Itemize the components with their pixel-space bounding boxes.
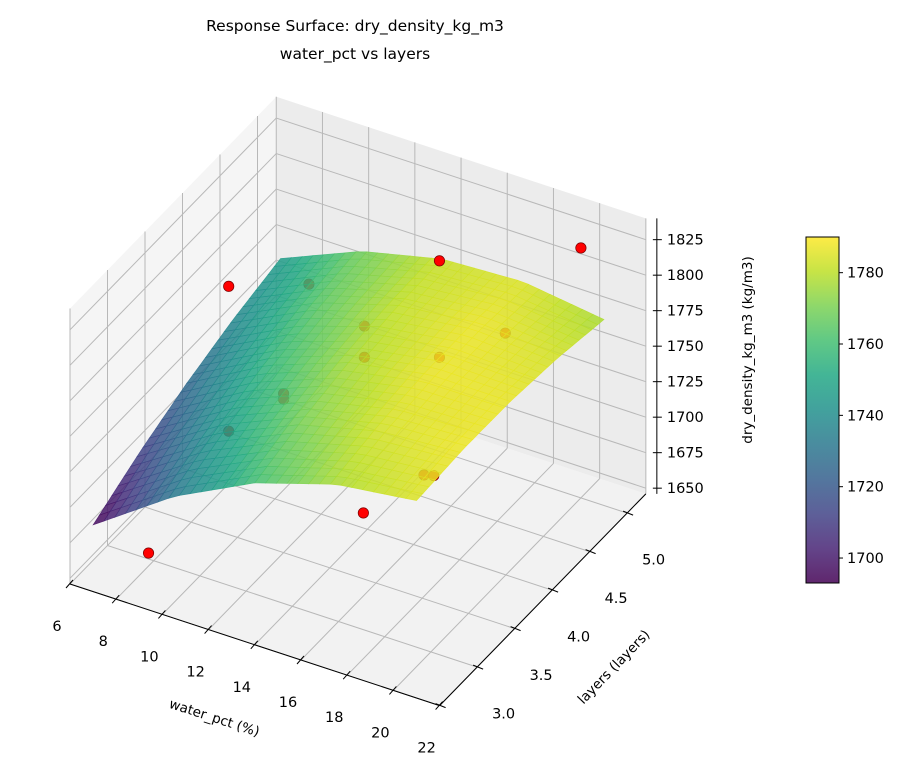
scatter-point xyxy=(357,507,369,519)
scatter-point xyxy=(142,547,155,559)
z-tick-label: 1725 xyxy=(667,375,704,391)
z-gridline xyxy=(69,259,277,473)
x-tick-label: 10 xyxy=(140,649,158,665)
colorbar-tick-label: 1720 xyxy=(847,480,884,496)
x-gridline xyxy=(300,447,508,661)
z-gridline xyxy=(69,188,277,402)
z-gridline xyxy=(276,188,647,312)
y-tick xyxy=(510,626,521,632)
surface-patch xyxy=(405,491,424,501)
y-tick xyxy=(472,664,484,670)
colorbar-tick-label: 1760 xyxy=(847,337,884,353)
x-tick xyxy=(250,640,259,650)
x-tick-label: 14 xyxy=(233,680,251,696)
scatter-point xyxy=(223,280,235,292)
x-tick-label: 16 xyxy=(279,695,297,711)
z-tick-label: 1775 xyxy=(667,304,704,320)
x-tick xyxy=(204,625,212,634)
z-tick-label: 1675 xyxy=(667,446,704,462)
z-tick-label: 1825 xyxy=(667,233,704,249)
x-gridline xyxy=(393,478,601,691)
x-tick-label: 20 xyxy=(371,725,389,741)
x-tick xyxy=(111,594,120,604)
chart-subtitle: water_pct vs layers xyxy=(280,45,430,64)
z-gridline xyxy=(276,153,647,276)
y-tick xyxy=(622,510,634,516)
colorbar-tick-label: 1700 xyxy=(847,551,884,567)
y-axis-line xyxy=(439,493,647,706)
colorbar: 1700 1720 1740 1760 1780 xyxy=(805,236,884,584)
colorbar-tick-label: 1780 xyxy=(847,266,884,282)
z-tick-label: 1750 xyxy=(667,339,704,355)
x-tick xyxy=(389,686,397,695)
z-tick-label: 1800 xyxy=(667,268,704,284)
colorbar-tick-label: 1740 xyxy=(847,408,884,424)
y-tick xyxy=(585,549,596,555)
y-tick xyxy=(435,703,446,709)
colorbar-frame xyxy=(805,236,840,584)
y-tick-label: 4.5 xyxy=(605,591,628,607)
colorbar-gradient xyxy=(806,237,839,583)
chart-title: Response Surface: dry_density_kg_m3 xyxy=(206,17,504,36)
x-tick-label: 18 xyxy=(325,710,343,726)
x-tick xyxy=(158,610,166,619)
axes: 6 8 10 12 14 16 18 20 22 3.0 3.5 4.0 4.5 5.0 1650 1675 1… xyxy=(52,218,704,757)
x-tick-label: 12 xyxy=(186,665,204,681)
y-gridline xyxy=(182,468,553,591)
z-gridline xyxy=(69,224,277,437)
x-tick xyxy=(342,670,351,680)
response-surface xyxy=(92,251,605,526)
x-tick xyxy=(296,655,305,665)
z-gridline xyxy=(276,117,647,241)
y-tick-label: 3.0 xyxy=(492,707,515,723)
scatter-point xyxy=(575,242,587,254)
x-tick xyxy=(65,579,74,589)
y-tick-label: 3.5 xyxy=(530,668,553,684)
scatter-over-surface xyxy=(223,242,587,292)
z-gridline xyxy=(69,117,277,331)
scatter-point xyxy=(433,255,445,267)
y-tick xyxy=(547,587,559,593)
y-gridline xyxy=(144,506,515,630)
x-tick-label: 22 xyxy=(417,741,435,757)
z-tick-label: 1700 xyxy=(667,410,704,426)
left-pane xyxy=(70,96,277,585)
x-tick xyxy=(435,701,443,710)
y-gridline xyxy=(107,545,478,668)
x-gridline xyxy=(346,463,554,676)
z-gridline xyxy=(69,153,277,366)
z-tick-label: 1650 xyxy=(667,481,704,497)
x-tick-label: 6 xyxy=(52,619,61,635)
y-tick-label: 5.0 xyxy=(642,553,665,569)
y-tick-label: 4.0 xyxy=(567,630,590,646)
x-tick-label: 8 xyxy=(99,634,108,650)
x-axis-label: water_pct (%) xyxy=(167,696,261,740)
z-axis-label: dry_density_kg_m3 (kg/m3) xyxy=(740,256,756,443)
